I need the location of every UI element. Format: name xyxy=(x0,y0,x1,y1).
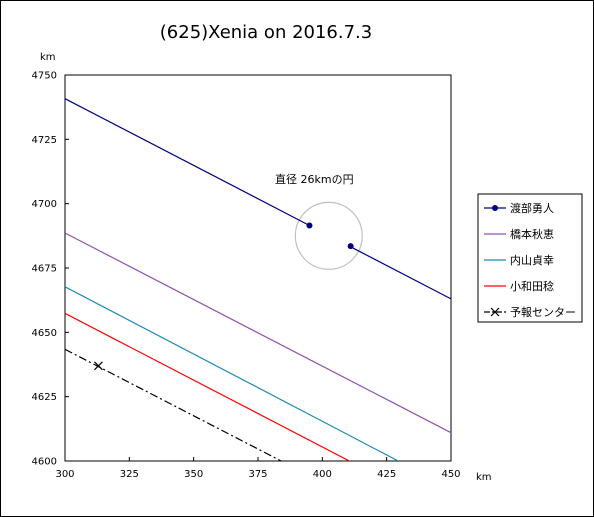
x-axis-unit: km xyxy=(476,472,492,483)
y-axis: 4750 4725 4700 4675 4650 4625 4600 xyxy=(32,71,69,468)
x-tick-label: 425 xyxy=(377,469,396,480)
series-line-1 xyxy=(65,232,451,434)
series-point-0 xyxy=(306,222,313,229)
chart-title: (625)Xenia on 2016.7.3 xyxy=(160,22,372,43)
circle-annotation: 直径 26kmの円 xyxy=(275,172,354,186)
legend-label-0: 渡部勇人 xyxy=(510,201,554,215)
x-tick-label: 325 xyxy=(120,469,139,480)
y-tick-label: 4750 xyxy=(32,71,57,82)
x-tick-label: 375 xyxy=(248,469,267,480)
diameter-circle xyxy=(294,201,363,270)
y-tick-label: 4625 xyxy=(32,392,57,403)
legend-marker-0 xyxy=(492,205,498,211)
legend-box xyxy=(477,193,583,323)
series-point-4 xyxy=(94,361,103,371)
legend-label-2: 内山貞幸 xyxy=(510,253,554,267)
x-tick-label: 300 xyxy=(55,469,74,480)
plot-content xyxy=(65,98,451,461)
x-tick-label: 400 xyxy=(313,469,332,480)
series-line-0 xyxy=(65,98,310,227)
y-tick-label: 4600 xyxy=(32,457,57,468)
y-tick-label: 4675 xyxy=(32,264,57,275)
y-tick-label: 4700 xyxy=(32,199,57,210)
x-tick-label: 350 xyxy=(184,469,203,480)
series-point-0 xyxy=(347,243,354,250)
series-line-2 xyxy=(65,286,399,461)
x-axis: 300 325 350 375 400 425 450 xyxy=(55,457,461,480)
legend-marker-4 xyxy=(490,307,500,317)
y-axis-unit: km xyxy=(40,52,56,63)
legend-label-4: 予報センター xyxy=(510,306,576,319)
y-tick-label: 4650 xyxy=(32,328,57,339)
series-line-0 xyxy=(350,246,451,300)
x-tick-label: 450 xyxy=(441,469,460,480)
legend-label-1: 橋本秋恵 xyxy=(510,227,554,241)
series-line-3 xyxy=(65,312,350,461)
y-tick-label: 4725 xyxy=(32,135,57,146)
legend-label-3: 小和田稔 xyxy=(510,279,554,293)
